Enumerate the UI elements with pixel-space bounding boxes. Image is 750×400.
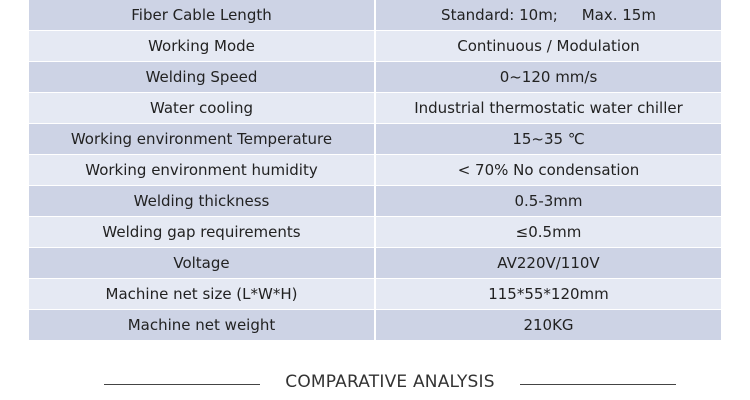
spec-label: Voltage — [29, 247, 376, 279]
spec-label: Working environment humidity — [29, 154, 376, 186]
spec-row: Working Mode Continuous / Modulation — [29, 30, 721, 62]
spec-row: Fiber Cable Length Standard: 10m; Max. 15… — [29, 0, 721, 31]
spec-row: Machine net weight 210KG — [29, 309, 721, 341]
spec-row: Welding gap requirements ≤0.5mm — [29, 216, 721, 248]
spec-table-body: Fiber Cable Length Standard: 10m; Max. 15… — [29, 0, 721, 341]
spec-label: Working Mode — [29, 30, 376, 62]
divider-line-left — [104, 384, 260, 385]
spec-row: Welding Speed 0~120 mm/s — [29, 61, 721, 93]
spec-row: Working environment humidity < 70% No con… — [29, 154, 721, 186]
spec-row: Working environment Temperature 15~35 ℃ — [29, 123, 721, 155]
spec-value: 0.5-3mm — [375, 185, 721, 217]
spec-value: 210KG — [375, 309, 721, 341]
section-heading: COMPARATIVE ANALYSIS — [0, 370, 750, 398]
spec-label: Welding Speed — [29, 61, 376, 93]
spec-label: Fiber Cable Length — [29, 0, 376, 31]
spec-value: < 70% No condensation — [375, 154, 721, 186]
spec-value: Continuous / Modulation — [375, 30, 721, 62]
spec-value: 0~120 mm/s — [375, 61, 721, 93]
spec-label: Welding thickness — [29, 185, 376, 217]
spec-label: Machine net weight — [29, 309, 376, 341]
spec-row: Water cooling Industrial thermostatic wat… — [29, 92, 721, 124]
spec-value: Standard: 10m; Max. 15m — [375, 0, 721, 31]
section-title: COMPARATIVE ANALYSIS — [285, 372, 495, 392]
spec-value: 115*55*120mm — [375, 278, 721, 310]
spec-label: Machine net size (L*W*H) — [29, 278, 376, 310]
spec-row: Voltage AV220V/110V — [29, 247, 721, 279]
spec-table: Fiber Cable Length Standard: 10m; Max. 15… — [29, 0, 721, 341]
spec-value: Industrial thermostatic water chiller — [375, 92, 721, 124]
spec-label: Welding gap requirements — [29, 216, 376, 248]
spec-row: Machine net size (L*W*H) 115*55*120mm — [29, 278, 721, 310]
spec-value: ≤0.5mm — [375, 216, 721, 248]
divider-line-right — [520, 384, 676, 385]
spec-label: Water cooling — [29, 92, 376, 124]
spec-value: 15~35 ℃ — [375, 123, 721, 155]
spec-value: AV220V/110V — [375, 247, 721, 279]
spec-label: Working environment Temperature — [29, 123, 376, 155]
spec-row: Welding thickness 0.5-3mm — [29, 185, 721, 217]
